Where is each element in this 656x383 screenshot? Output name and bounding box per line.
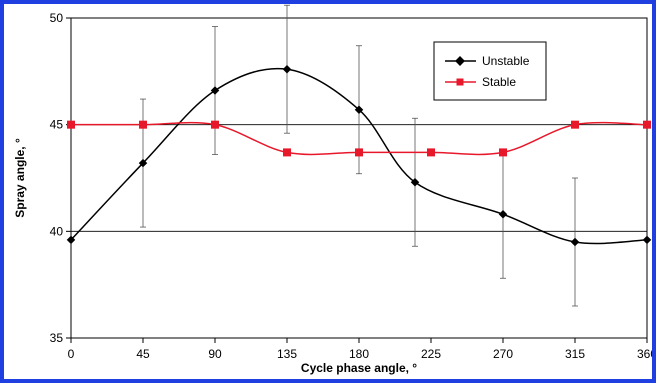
stable-point-4 [355, 148, 363, 157]
chart-svg: 0 45 90 135 180 225 270 315 360 35 40 45 50 Cycle p… [13, 4, 652, 375]
unstable-point-6 [498, 210, 508, 219]
stable-point-7 [571, 120, 579, 129]
stable-point-1 [139, 120, 147, 129]
stable-point-0 [67, 120, 75, 129]
x-tick-label-360: 360 [637, 347, 652, 361]
unstable-point-1 [138, 158, 148, 168]
x-tick-label-90: 90 [208, 347, 222, 361]
x-tick-label-225: 225 [421, 347, 441, 361]
y-tick-label-40: 40 [50, 224, 64, 238]
x-tick-label-315: 315 [565, 347, 585, 361]
unstable-point-5 [410, 178, 420, 187]
x-tick-label-270: 270 [493, 347, 513, 361]
stable-point-2 [211, 120, 219, 129]
legend-stable-label: Stable [482, 75, 516, 89]
legend-stable-marker [456, 78, 464, 86]
x-axis-title: Cycle phase angle, ° [301, 361, 417, 375]
x-tick-label-180: 180 [349, 347, 369, 361]
stable-point-6 [499, 148, 507, 157]
unstable-series-line [70, 67, 648, 245]
y-tick-label-50: 50 [50, 11, 64, 25]
y-axis-ticks: 35 40 45 50 [50, 11, 71, 345]
x-axis-ticks: 0 45 90 135 180 225 270 315 360 [68, 338, 652, 361]
x-tick-label-135: 135 [277, 347, 297, 361]
y-axis-title: Spray angle, ° [13, 138, 27, 218]
y-tick-label-45: 45 [50, 118, 64, 132]
stable-point-3 [283, 148, 291, 157]
unstable-point-2 [210, 86, 220, 95]
x-tick-label-45: 45 [136, 347, 150, 361]
legend-box [433, 41, 547, 101]
legend: Unstable Stable [433, 41, 547, 101]
stable-point-8 [643, 120, 651, 129]
y-tick-label-35: 35 [50, 331, 64, 345]
series-layer [66, 4, 652, 307]
legend-unstable-label: Unstable [482, 54, 530, 68]
unstable-point-4 [354, 105, 364, 114]
x-tick-label-0: 0 [68, 347, 75, 361]
stable-point-5 [427, 148, 435, 157]
